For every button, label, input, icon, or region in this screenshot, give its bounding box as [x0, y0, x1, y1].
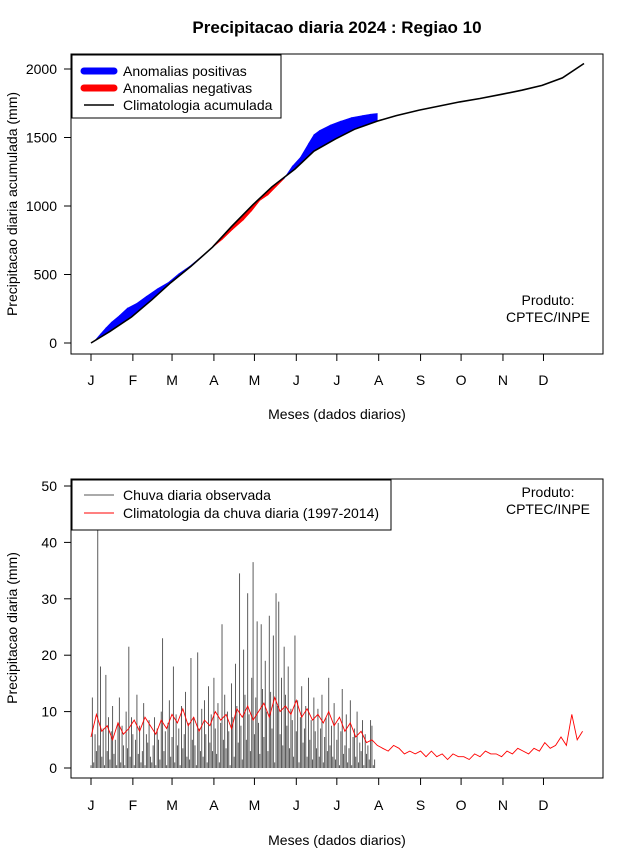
daily-legend: Chuva diaria observada Climatologia da c…	[71, 479, 392, 531]
x-tick-label-1-6: J	[333, 372, 340, 388]
x-tick-label-1-9: O	[456, 372, 467, 388]
credit-produto: Produto:	[522, 292, 575, 308]
credit-cptec-2: CPTEC/INPE	[506, 501, 590, 517]
legend-observed-label: Chuva diaria observada	[123, 487, 271, 503]
credit-cptec: CPTEC/INPE	[506, 309, 590, 325]
positive-anomaly-segment	[136, 295, 147, 314]
x-tick-label-1-1: F	[129, 372, 138, 388]
cumulative-chart: 0 500 1000 1500 2000 J F M A M J J A S O N D Meses (dad…	[4, 53, 604, 422]
x-tick-label-2-2: M	[166, 797, 178, 813]
x-tick-label-2-9: O	[456, 797, 467, 813]
y-tick-label-1-3: 1500	[26, 130, 57, 146]
x-tick-label-2-11: D	[538, 797, 548, 813]
x-tick-label-2-7: A	[374, 797, 384, 813]
x-tick-label-2-3: A	[209, 797, 219, 813]
y-tick-label-1-0: 0	[49, 335, 57, 351]
y-tick-label-1-2: 1000	[26, 198, 57, 214]
x-tick-label-2-0: J	[88, 797, 95, 813]
legend-climatology-daily-label: Climatologia da chuva diaria (1997-2014)	[123, 505, 379, 521]
x-tick-label-2-6: J	[333, 797, 340, 813]
daily-x-axis-label: Meses (dados diarios)	[268, 832, 406, 848]
daily-chart: 0 10 20 30 40 50 J F M A M J J A S O N D Meses (dados di…	[4, 478, 604, 848]
cumulative-legend: Anomalias positivas Anomalias negativas …	[71, 54, 282, 119]
x-tick-label-2-1: F	[129, 797, 138, 813]
cumulative-x-axis-label: Meses (dados diarios)	[268, 406, 406, 422]
x-tick-label-1-0: J	[88, 372, 95, 388]
climatology-daily-line	[90, 696, 583, 761]
x-tick-label-2-5: J	[293, 797, 300, 813]
legend-positive-label: Anomalias positivas	[123, 63, 247, 79]
observed-daily-bars	[90, 525, 376, 768]
x-tick-label-1-10: N	[498, 372, 508, 388]
y-tick-label-1-1: 500	[34, 267, 58, 283]
x-tick-label-1-8: S	[416, 372, 425, 388]
daily-legend-box	[71, 479, 392, 531]
x-tick-label-2-4: M	[249, 797, 261, 813]
legend-climatology-label: Climatologia acumulada	[123, 97, 273, 113]
x-tick-label-1-11: D	[538, 372, 548, 388]
climatology-cumulative-line	[90, 62, 585, 344]
x-tick-label-1-4: M	[249, 372, 261, 388]
y-tick-label-2-1: 10	[41, 704, 57, 720]
daily-y-axis-label: Precipitacao diaria (mm)	[4, 552, 20, 704]
y-tick-label-2-5: 50	[41, 478, 57, 494]
figure-title: Precipitacao diaria 2024 : Regiao 10	[192, 18, 481, 37]
daily-y-axis: 0 10 20 30 40 50	[41, 478, 71, 776]
cumulative-y-axis: 0 500 1000 1500 2000	[26, 61, 71, 351]
y-tick-label-2-2: 20	[41, 647, 57, 663]
x-tick-label-1-5: J	[293, 372, 300, 388]
y-tick-label-2-0: 0	[49, 760, 57, 776]
x-tick-label-2-8: S	[416, 797, 425, 813]
x-tick-label-2-10: N	[498, 797, 508, 813]
y-tick-label-2-3: 30	[41, 591, 57, 607]
legend-negative-label: Anomalias negativas	[123, 80, 252, 96]
y-tick-label-1-4: 2000	[26, 61, 57, 77]
x-tick-label-1-7: A	[374, 372, 384, 388]
cumulative-y-axis-label: Precipitacao diaria acumulada (mm)	[4, 92, 20, 316]
credit-produto-2: Produto:	[522, 484, 575, 500]
x-tick-label-1-2: M	[166, 372, 178, 388]
cumulative-legend-box	[71, 54, 282, 119]
anomaly-areas	[90, 113, 378, 344]
y-tick-label-2-4: 40	[41, 534, 57, 550]
x-tick-label-1-3: A	[209, 372, 219, 388]
